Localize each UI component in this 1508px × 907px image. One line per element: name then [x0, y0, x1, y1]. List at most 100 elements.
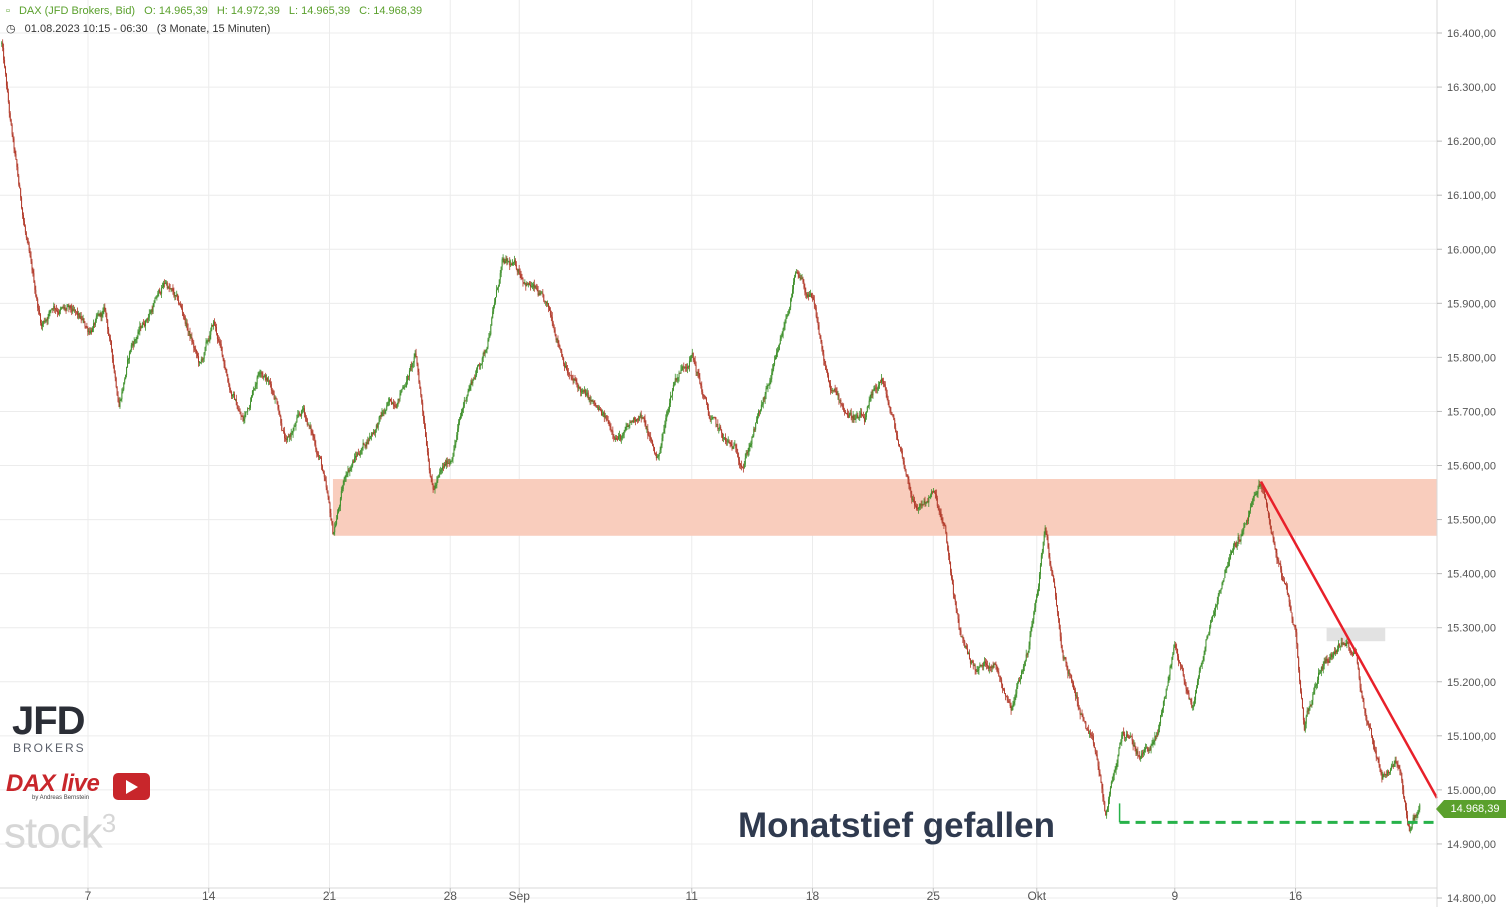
candle-body: [66, 306, 68, 310]
candle-body: [1073, 689, 1075, 691]
candle-body: [424, 420, 426, 428]
candle-body: [476, 369, 478, 376]
candle-body: [756, 419, 758, 423]
candle-body: [75, 311, 77, 313]
candle-body: [664, 424, 666, 430]
candle-body: [523, 282, 525, 284]
candle-body: [776, 350, 778, 353]
candle-body: [694, 360, 696, 366]
candle-body: [818, 325, 820, 334]
candle-body: [1004, 693, 1006, 696]
candle-body: [677, 377, 679, 379]
candle-body: [21, 197, 23, 209]
candle-body: [4, 60, 6, 67]
candle-body: [480, 363, 482, 366]
candle-body: [1399, 768, 1401, 771]
candle-body: [1306, 710, 1308, 717]
candle-body: [194, 347, 196, 350]
candle-body: [351, 465, 353, 468]
candle-body: [82, 318, 84, 320]
candle-body: [618, 436, 620, 440]
candle-body: [419, 382, 421, 389]
candle-body: [75, 309, 77, 312]
candle-body: [1328, 661, 1330, 663]
candle-body: [336, 519, 338, 525]
candle-body: [1413, 817, 1415, 820]
candle-body: [1009, 703, 1011, 707]
candle-body: [979, 664, 981, 668]
candle-body: [78, 313, 80, 318]
candle-body: [931, 491, 933, 495]
candle-body: [1036, 595, 1038, 602]
candle-body: [708, 415, 710, 419]
candle-body: [519, 273, 521, 275]
candle-body: [147, 317, 149, 320]
candle-body: [94, 320, 96, 325]
candle-body: [22, 214, 24, 222]
candle-body: [488, 337, 490, 340]
candle-body: [745, 452, 747, 459]
candle-body: [1205, 639, 1207, 648]
candle-body: [1072, 681, 1074, 683]
candle-body: [982, 665, 984, 667]
candle-body: [1053, 575, 1055, 582]
symbol-label[interactable]: DAX (JFD Brokers, Bid): [18, 5, 136, 17]
candle-body: [1237, 537, 1239, 543]
candle-body: [327, 492, 329, 497]
candle-body: [166, 282, 168, 289]
candle-body: [81, 319, 83, 321]
candle-body: [69, 305, 71, 308]
candle-body: [40, 323, 42, 327]
candle-body: [496, 287, 498, 290]
candle-body: [739, 460, 741, 465]
candle-body: [1198, 670, 1200, 678]
candle-body: [48, 311, 50, 317]
candle-body: [646, 428, 648, 430]
candle-body: [391, 402, 393, 405]
candle-body: [1322, 665, 1324, 670]
candle-body: [1213, 615, 1215, 616]
candle-body: [52, 308, 54, 310]
candle-body: [852, 415, 854, 419]
candle-body: [1040, 555, 1042, 566]
candle-body: [953, 594, 955, 599]
candle-body: [989, 666, 991, 668]
candle-body: [1003, 689, 1005, 694]
candle-body: [1381, 773, 1383, 780]
candle-body: [1208, 633, 1210, 635]
candle-body: [286, 436, 288, 440]
candle-body: [417, 364, 419, 372]
candle-body: [1269, 519, 1271, 526]
candle-body: [940, 512, 942, 518]
candle-body: [808, 294, 810, 297]
candle-body: [1283, 580, 1285, 582]
candle-body: [663, 429, 665, 433]
candle-body: [72, 309, 74, 312]
candle-body: [588, 397, 590, 399]
candle-body: [1093, 743, 1095, 748]
candle-body: [734, 444, 736, 446]
candle-body: [1096, 754, 1098, 760]
candle-body: [1052, 571, 1054, 576]
candle-body: [1112, 775, 1114, 782]
candle-body: [1294, 624, 1296, 628]
candle-body: [1131, 736, 1133, 741]
candle-body: [823, 354, 825, 361]
candle-body: [237, 408, 239, 411]
candle-body: [179, 303, 181, 305]
period-label[interactable]: (3 Monate, 15 Minuten): [156, 23, 271, 35]
candle-body: [89, 331, 91, 333]
candle-body: [1216, 601, 1218, 606]
candle-body: [1115, 767, 1117, 771]
candle-body: [346, 474, 348, 476]
candle-body: [142, 323, 144, 328]
candle-body: [1238, 537, 1240, 540]
candle-body: [1143, 749, 1145, 752]
date-range[interactable]: 01.08.2023 10:15 - 06:30: [24, 23, 148, 35]
candle-body: [844, 410, 846, 413]
candle-body: [902, 457, 904, 462]
candle-body: [961, 636, 963, 638]
candle-body: [484, 351, 486, 354]
candle-body: [1362, 697, 1364, 702]
